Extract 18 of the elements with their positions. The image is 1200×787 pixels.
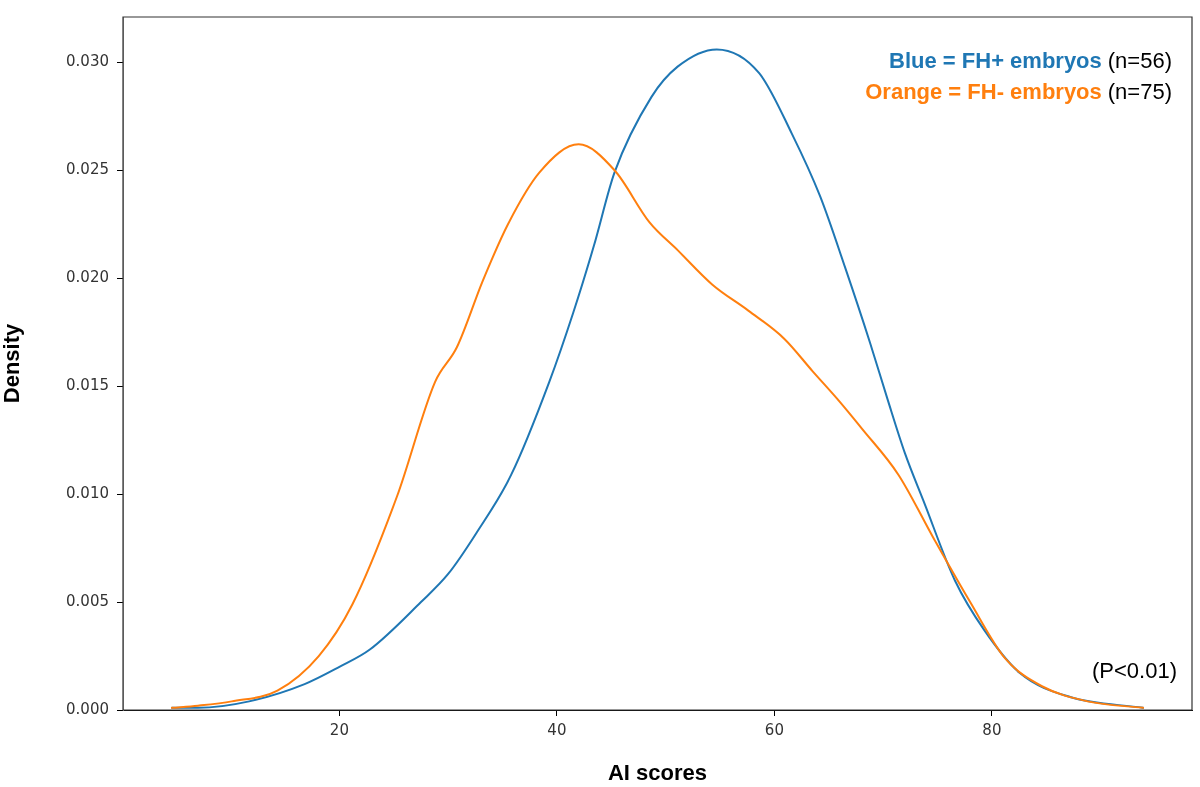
annotation: (P<0.01)	[1092, 658, 1177, 684]
y-tick-label: 0.005	[66, 591, 109, 610]
y-tick-label: 0.015	[66, 376, 109, 395]
y-tick-label: 0.030	[66, 52, 109, 71]
y-tick-label: 0.025	[66, 160, 109, 179]
x-tick-label: 80	[982, 720, 1002, 739]
text: Blue = FH+ embryos	[889, 48, 1102, 74]
x-axis-title: AI scores	[607, 759, 708, 785]
annotation: (n=75)	[1107, 79, 1173, 105]
x-tick-label: 20	[329, 720, 349, 739]
y-tick-label: 0.000	[66, 699, 109, 718]
x-tick-label: 40	[547, 720, 567, 739]
annotation: (n=56)	[1107, 48, 1173, 74]
y-axis-title: Density	[0, 323, 25, 404]
text: Orange = FH- embryos	[865, 79, 1102, 105]
x-tick-label: 60	[764, 720, 784, 739]
y-tick-label: 0.010	[66, 484, 109, 502]
y-tick-label: 0.020	[66, 268, 109, 287]
